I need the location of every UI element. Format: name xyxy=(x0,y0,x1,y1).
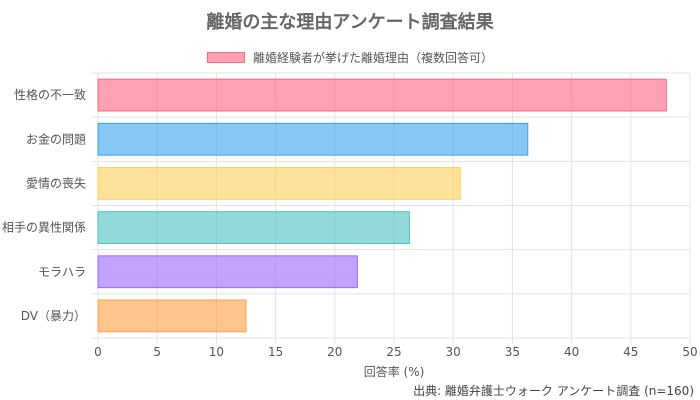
x-axis-title: 回答率 (%) xyxy=(364,364,425,379)
x-tick-label: 5 xyxy=(153,345,161,359)
category-label: モラハラ xyxy=(38,265,86,279)
bar xyxy=(97,167,461,200)
x-tick-label: 25 xyxy=(386,345,401,359)
x-tick-label: 10 xyxy=(209,345,224,359)
legend[interactable]: 離婚経験者が挙げた離婚理由（複数回答可） xyxy=(0,49,700,66)
bar xyxy=(97,122,529,156)
bar xyxy=(97,78,667,112)
chart-title: 離婚の主な理由アンケート調査結果 xyxy=(206,12,494,33)
bar xyxy=(97,299,247,333)
x-tick-label: 30 xyxy=(446,345,461,359)
bar xyxy=(97,255,358,289)
source-note: 出典: 離婚弁護士ウォーク アンケート調査 (n=160) xyxy=(413,384,694,398)
x-tick-label: 40 xyxy=(564,345,579,359)
legend-label: 離婚経験者が挙げた離婚理由（複数回答可） xyxy=(252,51,493,65)
category-label: 愛情の喪失 xyxy=(26,175,86,190)
legend-swatch xyxy=(206,52,245,63)
x-tick-label: 45 xyxy=(623,345,638,359)
x-tick-label: 20 xyxy=(327,345,342,359)
x-tick-label: 35 xyxy=(505,345,520,359)
x-tick-label: 0 xyxy=(94,345,102,359)
x-tick-label: 15 xyxy=(268,345,283,359)
bar xyxy=(97,211,410,244)
category-label: お金の問題 xyxy=(26,131,86,146)
x-tick-label: 50 xyxy=(682,345,697,359)
category-label: DV（暴力） xyxy=(21,309,86,323)
category-label: 性格の不一致 xyxy=(14,87,86,102)
category-label: 相手の異性関係 xyxy=(2,221,86,235)
